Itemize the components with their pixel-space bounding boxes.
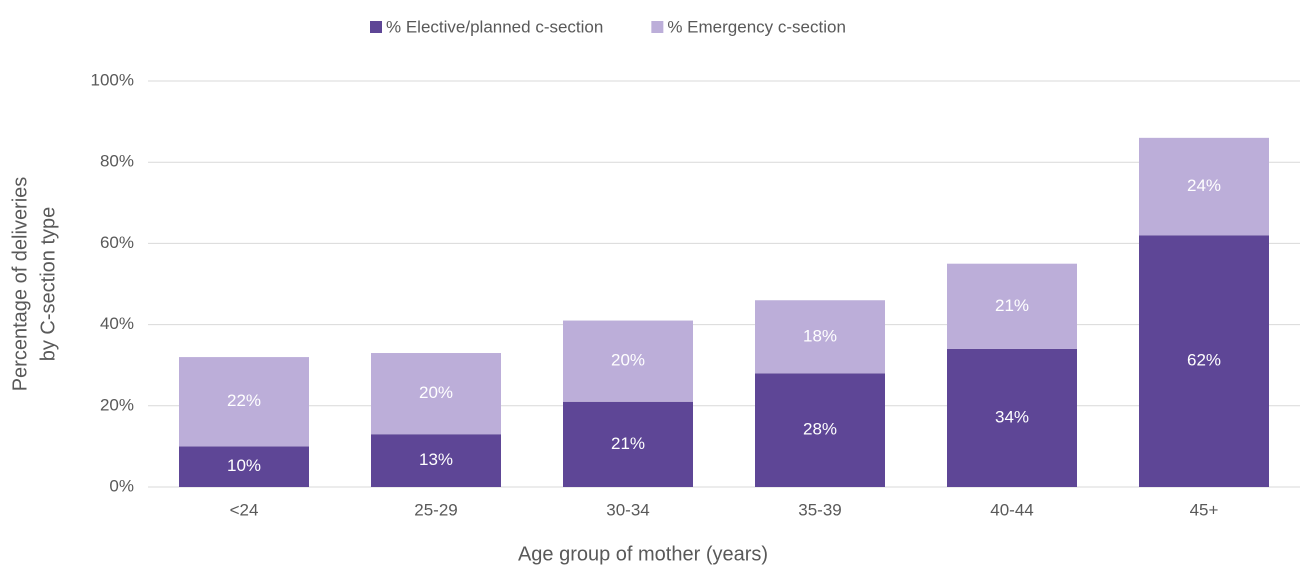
y-tick-label: 40% bbox=[100, 314, 134, 333]
legend-swatch bbox=[370, 21, 382, 33]
x-tick-label: <24 bbox=[230, 500, 259, 519]
x-tick-label: 40-44 bbox=[990, 500, 1033, 519]
bar-segment bbox=[1139, 235, 1269, 487]
bar-segment bbox=[371, 434, 501, 487]
legend-label: % Emergency c-section bbox=[667, 17, 846, 36]
x-tick-label: 45+ bbox=[1190, 500, 1219, 519]
bar-segment bbox=[755, 300, 885, 374]
bar-segment bbox=[947, 263, 1077, 349]
data-label: 13% bbox=[419, 450, 453, 469]
legend-label: % Elective/planned c-section bbox=[386, 17, 603, 36]
data-label: 34% bbox=[995, 407, 1029, 426]
x-tick-label: 25-29 bbox=[414, 500, 457, 519]
data-label: 21% bbox=[995, 296, 1029, 315]
data-label: 10% bbox=[227, 456, 261, 475]
y-tick-label: 0% bbox=[109, 476, 134, 495]
y-axis-label: Percentage of deliveries by C-section ty… bbox=[9, 177, 59, 392]
y-tick-label: 60% bbox=[100, 233, 134, 252]
data-label: 22% bbox=[227, 391, 261, 410]
x-axis-label: Age group of mother (years) bbox=[518, 543, 768, 565]
x-tick-label: 35-39 bbox=[798, 500, 841, 519]
data-label: 18% bbox=[803, 326, 837, 345]
y-tick-label: 100% bbox=[91, 70, 134, 89]
bar-segment bbox=[755, 373, 885, 487]
bar-segment bbox=[371, 353, 501, 435]
data-label: 62% bbox=[1187, 351, 1221, 370]
data-label: 24% bbox=[1187, 176, 1221, 195]
bar-segment bbox=[179, 446, 309, 487]
legend-swatch bbox=[651, 21, 664, 33]
y-tick-label: 80% bbox=[100, 152, 134, 171]
bar-segment bbox=[563, 320, 693, 402]
bar-segment bbox=[947, 348, 1077, 487]
x-tick-label: 30-34 bbox=[606, 500, 649, 519]
y-axis-label-line: by C-section type bbox=[37, 207, 59, 362]
data-label: 21% bbox=[611, 434, 645, 453]
y-axis-label-line: Percentage of deliveries bbox=[9, 177, 31, 392]
data-label: 20% bbox=[419, 383, 453, 402]
data-label: 28% bbox=[803, 420, 837, 439]
bar-segment bbox=[179, 357, 309, 447]
y-tick-label: 20% bbox=[100, 395, 134, 414]
data-label: 20% bbox=[611, 351, 645, 370]
bar-segment bbox=[563, 401, 693, 487]
bar-segment bbox=[1139, 137, 1269, 236]
